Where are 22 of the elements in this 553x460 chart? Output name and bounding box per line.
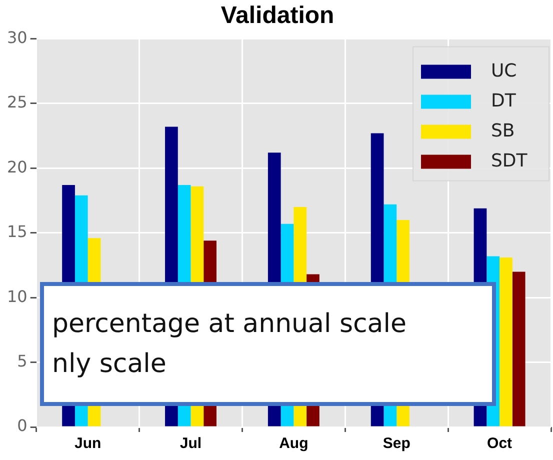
y-tick-label: 10 xyxy=(7,286,28,306)
x-tick-label: Aug xyxy=(279,435,308,452)
legend-label: DT xyxy=(491,90,517,112)
y-tick-label: 5 xyxy=(17,351,28,370)
annotation: nly scale xyxy=(52,348,168,381)
x-tick-label: Oct xyxy=(487,435,512,452)
x-tick-label: Jun xyxy=(74,435,102,452)
x-tick-label: Jul xyxy=(180,435,202,452)
legend-label: UC xyxy=(491,60,517,82)
bar xyxy=(500,257,512,426)
legend-label: SDT xyxy=(491,150,528,172)
y-tick-label: 30 xyxy=(7,28,28,47)
y-tick-label: 25 xyxy=(7,92,28,112)
y-tick-label: 20 xyxy=(7,157,28,176)
chart-title: Validation xyxy=(220,2,334,30)
text-box: percentage at annual scale nly scale xyxy=(40,282,496,406)
legend-label: SB xyxy=(491,120,515,142)
annotation: percentage at annual scale xyxy=(52,308,408,341)
y-tick-label: 0 xyxy=(17,416,28,436)
x-tick-label: Sep xyxy=(382,435,410,452)
y-tick-label: 15 xyxy=(7,222,28,242)
bar xyxy=(512,272,526,426)
